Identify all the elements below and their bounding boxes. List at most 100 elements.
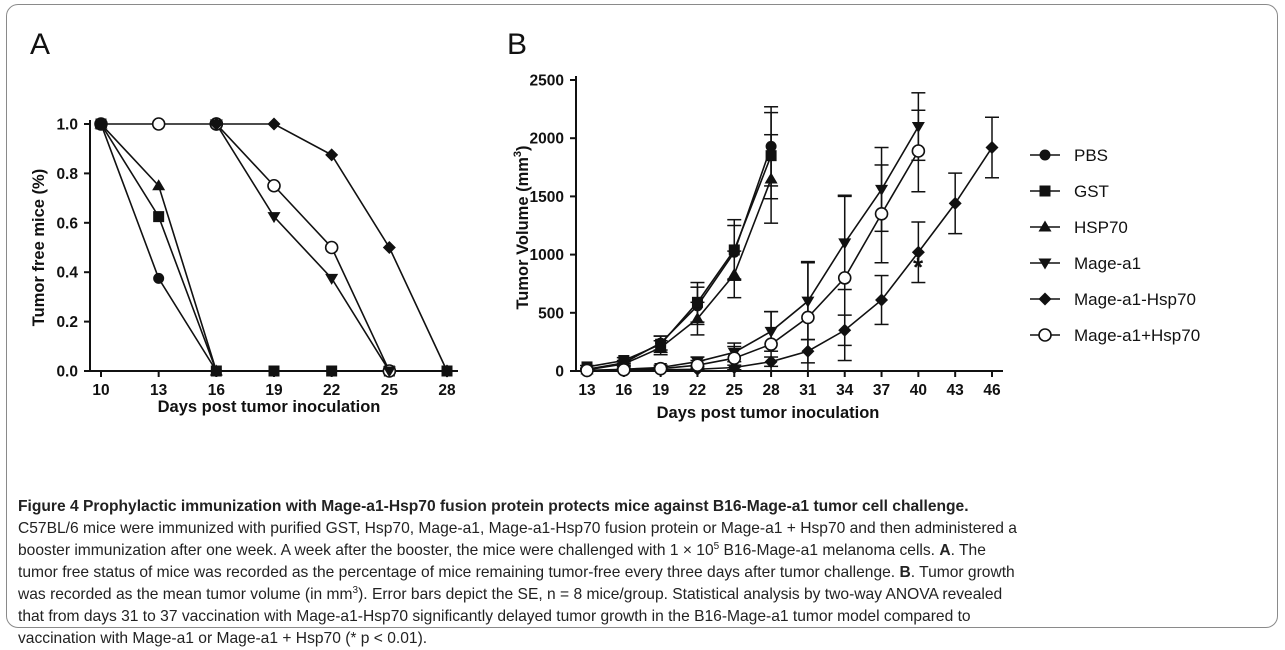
- legend-marker: [1038, 328, 1052, 342]
- x-tick-label-b: 22: [689, 382, 706, 399]
- y-axis-label-b: Tumor Volume (mm3): [512, 145, 532, 309]
- series-line-b: [586, 155, 772, 368]
- data-point-a: [151, 117, 166, 131]
- series-line-b: [586, 146, 772, 371]
- caption-line-6: vaccination with Mage-a1 or Mage-a1 + Hs…: [18, 630, 428, 647]
- x-tick-label-b: 19: [652, 382, 670, 399]
- x-tick-label-a: 22: [323, 382, 340, 399]
- x-tick-label-a: 16: [208, 382, 226, 399]
- y-tick-label-b: 500: [538, 305, 564, 322]
- data-point-b: [727, 361, 741, 375]
- y-tick-label-a: 0.4: [56, 265, 78, 282]
- data-point-a: [267, 212, 281, 224]
- chart-panel-b: 0 500 1000 1500 2000 2500 13 16 19 22 25 28 31 34 37 40…: [512, 73, 1200, 423]
- series-line-b: [586, 178, 772, 371]
- x-tick-label-b: 31: [799, 382, 817, 399]
- x-tick-label-b: 28: [762, 382, 780, 399]
- legend-marker: [1039, 185, 1051, 197]
- data-point-b: [728, 244, 740, 256]
- x-tick-label-b: 16: [615, 382, 633, 399]
- data-point-a: [153, 211, 165, 223]
- data-point-b: [874, 207, 889, 221]
- series-line-a: [215, 123, 391, 372]
- data-point-b: [654, 341, 668, 353]
- data-point-b: [727, 351, 742, 365]
- data-point-b: [691, 296, 703, 308]
- figure-caption: Figure 4 Prophylactic immunization with …: [18, 496, 1273, 650]
- chart-panel-a: 0.0 0.2 0.4 0.6 0.8 1.0 10 13 16 19 22 25 28 Days pos…: [30, 117, 458, 416]
- data-point-a: [153, 272, 165, 284]
- legend-label: HSP70: [1074, 218, 1128, 237]
- series-line-b: [586, 147, 993, 372]
- data-point-a: [440, 364, 454, 378]
- series-line-b: [586, 126, 920, 372]
- data-point-b: [727, 267, 741, 279]
- data-point-a: [267, 178, 281, 193]
- data-point-a: [325, 148, 339, 162]
- y-tick-label-a: 0.0: [56, 364, 78, 381]
- y-tick-label-a: 0.6: [56, 215, 78, 232]
- data-point-b: [764, 172, 778, 184]
- x-tick-label-a: 28: [438, 382, 456, 399]
- caption-title: Figure 4 Prophylactic immunization with …: [18, 498, 969, 515]
- x-tick-label-a: 10: [92, 382, 109, 399]
- x-axis-label-a: Days post tumor inoculation: [158, 398, 381, 416]
- data-point-b: [911, 122, 925, 134]
- x-tick-label-b: 25: [726, 382, 744, 399]
- legend-label: PBS: [1074, 146, 1108, 165]
- y-tick-label-a: 1.0: [56, 117, 78, 134]
- data-point-b: [690, 358, 705, 372]
- panel-letter-a: A: [30, 28, 51, 61]
- data-point-a: [267, 117, 281, 131]
- y-tick-label-b: 2500: [530, 73, 564, 90]
- y-tick-label-a: 0.2: [56, 314, 78, 331]
- y-tick-label-b: 1500: [530, 189, 564, 206]
- x-tick-label-b: 34: [836, 382, 854, 399]
- data-point-b: [764, 326, 778, 338]
- data-point-a: [326, 365, 338, 377]
- panel-letter-b: B: [507, 28, 528, 61]
- caption-line-5: that from days 31 to 37 vaccination with…: [18, 608, 971, 625]
- legend-label: GST: [1074, 182, 1109, 201]
- y-tick-label-b: 1000: [530, 247, 564, 264]
- y-tick-label-b: 2000: [530, 131, 564, 148]
- data-point-a: [209, 117, 223, 131]
- figure-frame: [6, 4, 1278, 628]
- data-point-b: [765, 150, 777, 162]
- data-point-a: [152, 179, 166, 191]
- significance-asterisk: *: [913, 252, 924, 282]
- data-point-b: [948, 196, 962, 210]
- data-point-a: [382, 241, 396, 254]
- data-point-b: [690, 312, 704, 324]
- legend-label: Mage-a1-Hsp70: [1074, 290, 1196, 309]
- data-point-b: [653, 361, 668, 376]
- x-axis-label-b: Days post tumor inoculation: [657, 404, 880, 422]
- data-point-b: [580, 363, 594, 378]
- series-line-a: [100, 123, 218, 372]
- data-point-b: [911, 245, 925, 259]
- legend-label: Mage-a1+Hsp70: [1074, 326, 1200, 345]
- data-point-b: [911, 144, 926, 158]
- data-point-b: [764, 337, 778, 352]
- data-point-b: [875, 293, 889, 307]
- x-tick-label-b: 40: [910, 382, 927, 399]
- x-tick-label-b: 43: [947, 382, 965, 399]
- legend-marker: [1038, 258, 1052, 270]
- data-point-b: [801, 310, 815, 325]
- caption-line-4: was recorded as the mean tumor volume (i…: [18, 584, 1003, 603]
- series-line-a: [100, 123, 218, 372]
- y-tick-label-b: 0: [555, 364, 564, 381]
- series-line-a: [215, 123, 391, 372]
- x-tick-label-b: 13: [578, 382, 596, 399]
- data-point-a: [268, 365, 280, 377]
- series-line-b: [586, 150, 920, 372]
- data-point-b: [764, 355, 778, 369]
- data-point-b: [801, 344, 815, 358]
- figure-charts: 0.0 0.2 0.4 0.6 0.8 1.0 10 13 16 19 22 25 28 Days pos…: [30, 73, 1200, 423]
- data-point-a: [324, 240, 339, 255]
- y-axis-label-a: Tumor free mice (%): [30, 169, 48, 326]
- x-tick-label-a: 13: [150, 382, 168, 399]
- legend-label: Mage-a1: [1074, 254, 1141, 273]
- data-point-b: [838, 323, 852, 337]
- data-point-a: [325, 273, 339, 285]
